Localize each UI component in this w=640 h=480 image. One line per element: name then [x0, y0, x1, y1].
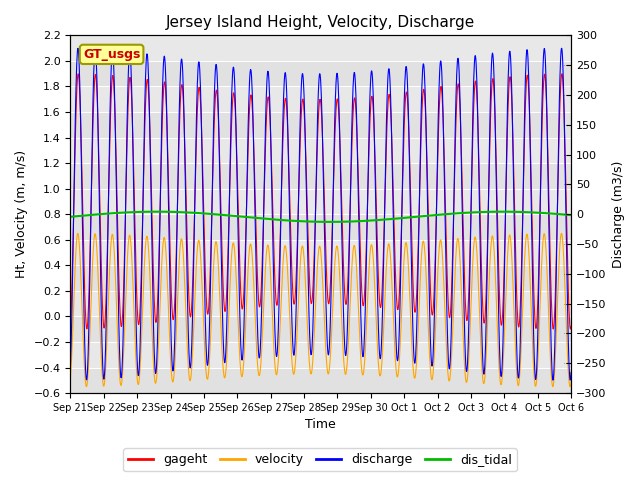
Text: GT_usgs: GT_usgs [83, 48, 140, 61]
Bar [70, 189, 571, 214]
Bar [70, 316, 571, 342]
Bar [70, 368, 571, 393]
Y-axis label: Discharge (m3/s): Discharge (m3/s) [612, 160, 625, 268]
Bar [70, 163, 571, 189]
X-axis label: Time: Time [305, 419, 336, 432]
Bar [70, 138, 571, 163]
Bar [70, 291, 571, 316]
Y-axis label: Ht, Velocity (m, m/s): Ht, Velocity (m, m/s) [15, 150, 28, 278]
Bar [70, 36, 571, 61]
Legend: gageht, velocity, discharge, dis_tidal: gageht, velocity, discharge, dis_tidal [123, 448, 517, 471]
Bar [70, 214, 571, 240]
Title: Jersey Island Height, Velocity, Discharge: Jersey Island Height, Velocity, Discharg… [166, 15, 476, 30]
Bar [70, 240, 571, 265]
Bar [70, 61, 571, 86]
Bar [70, 342, 571, 368]
Bar [70, 112, 571, 138]
Bar [70, 265, 571, 291]
Bar [70, 86, 571, 112]
